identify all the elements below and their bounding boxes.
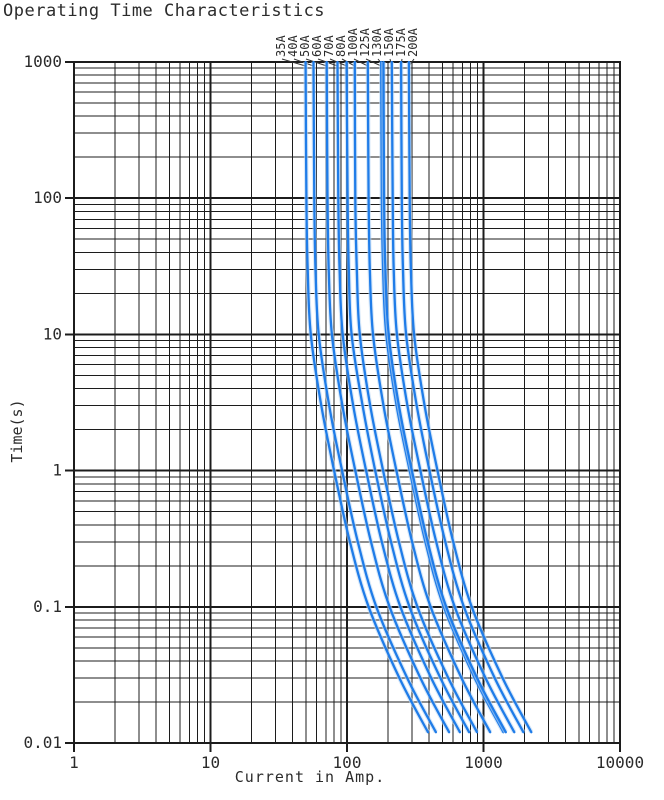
curve-label-70A: 70A [322, 35, 336, 57]
curve-150A [390, 60, 516, 734]
curve-40A [312, 60, 438, 734]
curve-200A [407, 60, 533, 734]
y-tick-label: 0.01 [23, 733, 62, 752]
curve-leader [305, 58, 327, 67]
chart-title: Operating Time Characteristics [3, 1, 326, 21]
curve-80A [353, 60, 479, 734]
y-tick-label: 100 [33, 188, 62, 207]
curve-label-80A: 80A [334, 35, 348, 57]
curve-leader [353, 58, 369, 67]
curve-label-175A: 175A [394, 27, 408, 57]
curve-35A [304, 60, 430, 734]
curve-label-100A: 100A [346, 27, 360, 57]
x-tick-label: 1 [69, 753, 79, 772]
curve-label-130A: 130A [370, 27, 384, 57]
curve-100A [366, 60, 492, 734]
curve-leader [365, 58, 382, 67]
y-tick-label: 1 [52, 461, 62, 480]
y-tick-label: 1000 [23, 52, 62, 71]
y-tick-label: 10 [43, 324, 62, 343]
curve-70A [345, 60, 471, 734]
curve-leader [281, 58, 306, 67]
curve-label-125A: 125A [358, 27, 372, 57]
curve-130A [382, 60, 507, 734]
curve-label-40A: 40A [286, 35, 300, 57]
curve-175A [399, 60, 525, 734]
x-tick-label: 10 [201, 753, 220, 772]
y-tick-label: 0.1 [33, 597, 62, 616]
x-axis-title: Current in Amp. [234, 768, 386, 786]
curve-label-150A: 150A [382, 27, 396, 57]
curve-label-200A: 200A [406, 27, 420, 57]
curves-group [303, 60, 534, 734]
x-tick-label: 1000 [464, 753, 503, 772]
curve-label-60A: 60A [310, 35, 324, 57]
x-tick-label: 100 [333, 753, 362, 772]
curve-60A [336, 60, 462, 734]
curve-label-35A: 35A [274, 35, 288, 57]
curve-label-50A: 50A [298, 35, 312, 57]
x-tick-label: 10000 [596, 753, 644, 772]
curve-50A [325, 60, 451, 734]
